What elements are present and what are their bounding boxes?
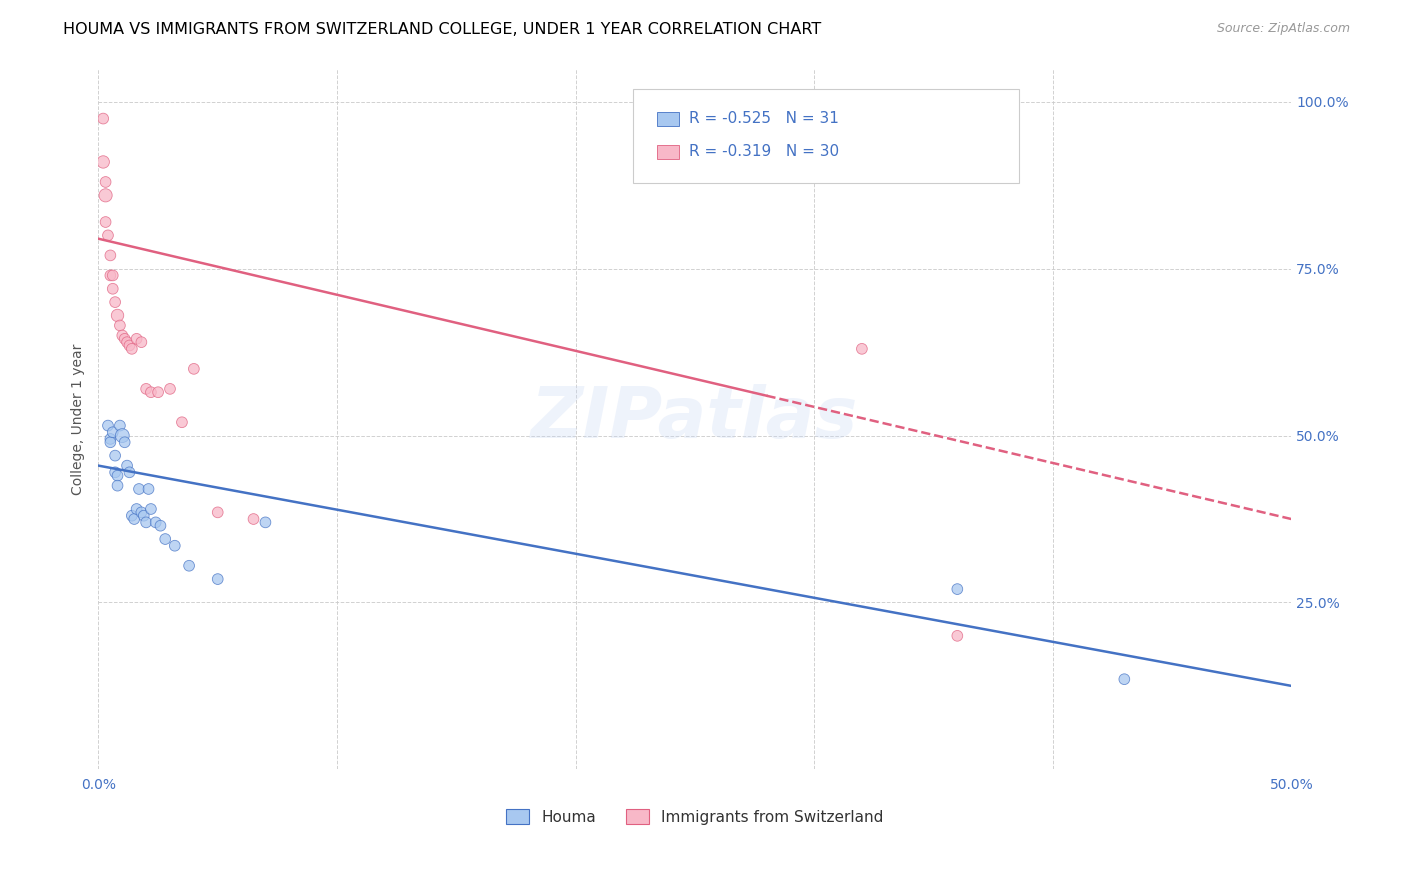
- Point: [104, 295, 127, 310]
- Text: HOUMA VS IMMIGRANTS FROM SWITZERLAND COLLEGE, UNDER 1 YEAR CORRELATION CHART: HOUMA VS IMMIGRANTS FROM SWITZERLAND COL…: [63, 22, 821, 37]
- Point: [118, 338, 141, 352]
- Point: [207, 505, 229, 519]
- Point: [115, 335, 138, 350]
- Text: Source: ZipAtlas.com: Source: ZipAtlas.com: [1216, 22, 1350, 36]
- Point: [107, 309, 129, 323]
- Point: [138, 482, 160, 496]
- Legend: Houma, Immigrants from Switzerland: Houma, Immigrants from Switzerland: [506, 809, 884, 825]
- Point: [98, 268, 121, 283]
- Point: [94, 188, 117, 202]
- Point: [108, 418, 131, 433]
- Point: [139, 385, 162, 400]
- Point: [107, 468, 129, 483]
- Point: [170, 415, 193, 429]
- Point: [1114, 672, 1136, 686]
- Point: [121, 508, 143, 523]
- Point: [139, 502, 162, 516]
- Point: [101, 282, 124, 296]
- Point: [242, 512, 264, 526]
- Point: [946, 582, 969, 596]
- Point: [104, 449, 127, 463]
- Point: [135, 382, 157, 396]
- Point: [146, 385, 169, 400]
- Point: [101, 268, 124, 283]
- Point: [104, 465, 127, 479]
- Point: [851, 342, 873, 356]
- Point: [946, 629, 969, 643]
- Point: [149, 518, 172, 533]
- Point: [131, 505, 153, 519]
- Point: [114, 435, 136, 450]
- Point: [115, 458, 138, 473]
- Point: [94, 175, 117, 189]
- Point: [155, 532, 177, 546]
- Point: [97, 418, 120, 433]
- Point: [207, 572, 229, 586]
- Point: [94, 215, 117, 229]
- Y-axis label: College, Under 1 year: College, Under 1 year: [72, 343, 86, 494]
- Point: [97, 228, 120, 243]
- Point: [183, 362, 205, 376]
- Point: [91, 112, 114, 126]
- Point: [122, 512, 145, 526]
- Point: [163, 539, 186, 553]
- Text: R = -0.319   N = 30: R = -0.319 N = 30: [689, 145, 839, 159]
- Point: [91, 155, 114, 169]
- Point: [135, 516, 157, 530]
- Point: [121, 342, 143, 356]
- Point: [111, 428, 134, 442]
- Point: [159, 382, 181, 396]
- Point: [98, 432, 121, 446]
- Point: [145, 516, 167, 530]
- Point: [125, 502, 148, 516]
- Point: [101, 425, 124, 440]
- Point: [108, 318, 131, 333]
- Text: ZIPatlas: ZIPatlas: [531, 384, 859, 453]
- Point: [111, 328, 134, 343]
- Point: [131, 335, 153, 350]
- Point: [125, 332, 148, 346]
- Point: [98, 248, 121, 262]
- Point: [132, 508, 155, 523]
- Point: [118, 465, 141, 479]
- Point: [254, 516, 277, 530]
- Point: [177, 558, 200, 573]
- Point: [107, 478, 129, 492]
- Point: [98, 435, 121, 450]
- Text: R = -0.525   N = 31: R = -0.525 N = 31: [689, 112, 839, 126]
- Point: [114, 332, 136, 346]
- Point: [128, 482, 150, 496]
